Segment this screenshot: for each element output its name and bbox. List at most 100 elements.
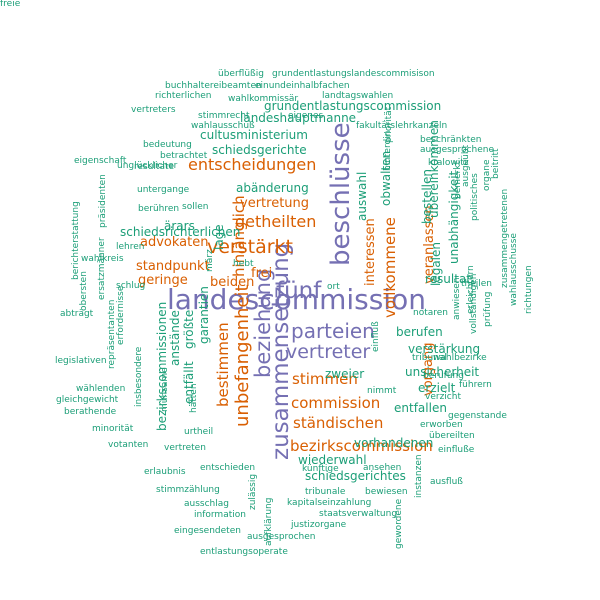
word-ersatzmänner: ersatzmänner [97, 237, 107, 300]
word-bemerkt: bemerkt [453, 161, 463, 199]
word-unbefangenheit: unbefangenheit [232, 284, 253, 427]
word-künftige: künftige [302, 464, 339, 474]
word-unglücklicher: unglücklicher [117, 161, 178, 171]
word-justizorgane: justizorgane [291, 520, 347, 530]
word-kralowitz: kralowitz [428, 158, 469, 168]
word-resultate: resultate [134, 162, 175, 172]
word-minorität: minorität [92, 424, 134, 434]
word-eingesendeten: eingesendeten [174, 526, 241, 536]
word-eigenes: eigenes [288, 111, 324, 121]
word-bezirkscommission: bezirkscommission [290, 437, 433, 455]
word-prüfung: prüfung [483, 291, 493, 327]
word-lehren: lehren [116, 242, 145, 252]
word-hätten: hätten [189, 383, 199, 413]
word-stimmzählung: stimmzählung [156, 485, 220, 495]
word-repräsentanten: repräsentanten [107, 299, 117, 369]
word-untergange: untergange [137, 185, 190, 195]
word-wahlausschuß: wahlausschuß [191, 121, 255, 131]
word-landeshauptmanne: landeshauptmanne [240, 111, 357, 125]
word-vertreters: vertreters [131, 105, 176, 115]
word-legislativen: legislativen [55, 356, 107, 366]
word-resultat: resultat [425, 272, 472, 286]
word-theilen: theilen [461, 279, 493, 289]
word-ausgesprochen: ausgesprochen [247, 532, 316, 542]
word-übereilten: übereilten [429, 431, 475, 441]
word-beziehung: beziehung [251, 268, 275, 378]
word-zulässig: zulässig [248, 473, 258, 510]
word-wiederwahl: wiederwahl [298, 453, 367, 467]
word-entfallen: entfallen [394, 401, 447, 415]
word-wahlausschusse: wahlausschusse [509, 233, 519, 306]
word-entschieden: entschieden [200, 463, 256, 473]
word-richtungen: richtungen [524, 265, 534, 314]
word-berathende: berathende [64, 407, 117, 417]
word-berichterstattung: berichterstattung [71, 201, 81, 280]
word-ausfluß: ausfluß [430, 477, 463, 487]
word-erfordernisse: erfordernisse [116, 285, 126, 345]
word-einundeinhalbfachen: einundeinhalbfachen [255, 81, 350, 91]
word-bedeutung: bedeutung [143, 140, 192, 150]
word-vertreten: vertreten [164, 443, 206, 453]
word-eigenschaft: eigenschaft [74, 156, 127, 166]
word-schiedsrichterlichen: schiedsrichterlichen [120, 225, 241, 239]
word-anstände: anstände [168, 310, 182, 366]
word-nimmt: nimmt [367, 386, 397, 396]
word-standpunkt: standpunkt [136, 259, 210, 274]
word-wahlkreis: wahlkreis [81, 254, 124, 264]
word-stimmrecht: stimmrecht [198, 111, 250, 121]
word-votanten: votanten [108, 440, 149, 450]
word-advokaten: advokaten [140, 235, 209, 250]
word-ausgesprochene: ausgesprochene [420, 145, 494, 155]
word-fakultätslehrkanzeln: fakultätslehrkanzeln [356, 121, 448, 131]
word-geringe: geringe [138, 273, 188, 288]
word-auswahl: auswahl [355, 171, 369, 221]
word-wählenden: wählenden [76, 384, 126, 394]
word-berühren: berühren [138, 204, 180, 214]
word-notaren: notaren [413, 308, 448, 318]
word-richterlichen: richterlichen [155, 91, 212, 101]
word-wahlbezirke: wahlbezirke [433, 353, 487, 363]
word-commission: commission [291, 394, 381, 412]
word-information: information [194, 510, 246, 520]
word-beschränkten: beschränkten [420, 135, 482, 145]
word-politisches: politisches [470, 173, 480, 221]
word-beitritt: beitritt [491, 148, 501, 179]
word-beschlüsse: beschlüsse [326, 122, 356, 266]
word-berufen: berufen [396, 325, 443, 339]
word-grundentlastungslandescommisison: grundentlastungslandescommisison [272, 69, 435, 79]
word-vollkommene: vollkommene [381, 217, 399, 318]
word-vollständigen: vollständigen [469, 273, 479, 334]
word-landescommission: landescommission [167, 283, 426, 316]
word-größte: größte [182, 309, 196, 349]
word-ort: ort [327, 282, 340, 292]
word-führern: führern [459, 380, 492, 390]
word-fünf: fünf [276, 278, 322, 304]
word-gegenstande: gegenstande [448, 411, 507, 421]
word-grundentlastungscommission: grundentlastungscommission [264, 99, 442, 113]
word-insbesondere: insbesondere [134, 346, 144, 407]
word-bewiesen: bewiesen [365, 487, 408, 497]
word-märz: märz [205, 249, 215, 272]
word-tribunale: tribunale [305, 487, 346, 497]
word-hebt: hebt [233, 259, 254, 269]
word-abträgt: abträgt [60, 309, 94, 319]
word-schiedsgerichtes: schiedsgerichtes [305, 469, 406, 483]
word-vertreter: vertreter [286, 341, 371, 363]
word-präsidenten: präsidenten [98, 174, 108, 228]
word-urtheil: urtheil [184, 427, 214, 437]
word-freie: freie [0, 0, 21, 9]
word-verstärkung: verstärkung [408, 342, 481, 356]
word-beiden: beiden [210, 275, 255, 290]
word-überflüßig: überflüßig [218, 69, 264, 79]
word-bestimmen: bestimmen [214, 322, 232, 407]
word-abänderung: abänderung [236, 181, 309, 195]
word-zweier: zweier [325, 367, 365, 381]
word-erlaubnis: erlaubnis [144, 467, 186, 477]
word-legalen: legalen [429, 241, 443, 286]
word-entlastungsoperate: entlastungsoperate [200, 547, 288, 557]
word-frei: frei [251, 266, 273, 281]
word-unsicherheit: unsicherheit [405, 365, 480, 379]
word-landtagswahlen: landtagswahlen [322, 91, 394, 101]
word-mühsame: mühsame [160, 367, 170, 412]
